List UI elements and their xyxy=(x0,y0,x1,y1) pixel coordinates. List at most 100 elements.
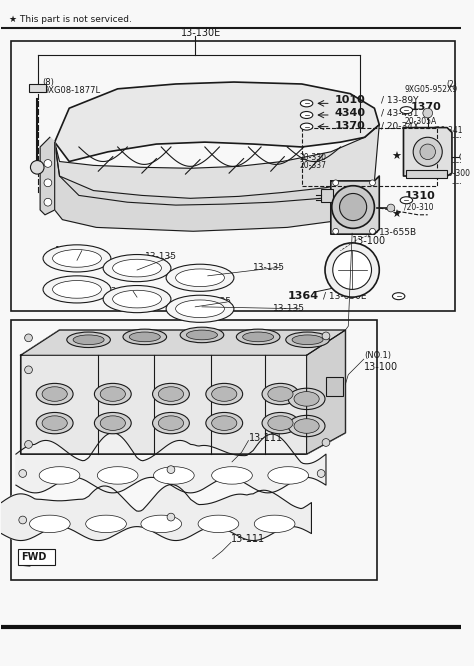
Ellipse shape xyxy=(206,412,243,434)
Text: 1370: 1370 xyxy=(410,103,441,113)
Ellipse shape xyxy=(166,264,234,291)
Ellipse shape xyxy=(400,107,412,114)
Ellipse shape xyxy=(206,384,243,405)
Ellipse shape xyxy=(53,250,101,267)
Ellipse shape xyxy=(73,335,104,344)
Text: 13-655B: 13-655B xyxy=(379,228,418,236)
Text: 13-135: 13-135 xyxy=(273,304,305,313)
Ellipse shape xyxy=(198,515,239,533)
Ellipse shape xyxy=(237,329,280,344)
Ellipse shape xyxy=(94,384,131,405)
Text: 20-300: 20-300 xyxy=(443,168,470,178)
Ellipse shape xyxy=(158,387,183,402)
Ellipse shape xyxy=(254,515,295,533)
Text: (NO.2): (NO.2) xyxy=(352,225,379,234)
Circle shape xyxy=(317,470,325,478)
Ellipse shape xyxy=(301,111,313,119)
FancyBboxPatch shape xyxy=(321,188,333,202)
Circle shape xyxy=(19,470,27,478)
Ellipse shape xyxy=(268,387,293,402)
Text: 1364: 1364 xyxy=(287,291,319,301)
Circle shape xyxy=(167,466,175,474)
Circle shape xyxy=(333,180,338,186)
Ellipse shape xyxy=(100,387,126,402)
Text: FWD: FWD xyxy=(21,552,46,562)
Ellipse shape xyxy=(42,416,67,430)
Polygon shape xyxy=(307,330,346,454)
Ellipse shape xyxy=(158,416,183,430)
Circle shape xyxy=(420,144,436,160)
Circle shape xyxy=(44,179,52,186)
Ellipse shape xyxy=(53,280,101,298)
Text: 13-111: 13-111 xyxy=(248,433,283,443)
Ellipse shape xyxy=(86,515,127,533)
Ellipse shape xyxy=(294,419,319,434)
Circle shape xyxy=(339,194,367,220)
Text: 1310: 1310 xyxy=(404,191,435,201)
Circle shape xyxy=(322,332,330,340)
Ellipse shape xyxy=(268,416,293,430)
Text: 20-330: 20-330 xyxy=(300,153,327,162)
Polygon shape xyxy=(1,485,311,541)
Polygon shape xyxy=(55,142,360,231)
Text: (NO.1): (NO.1) xyxy=(364,351,391,360)
Ellipse shape xyxy=(113,259,162,277)
Ellipse shape xyxy=(288,388,325,410)
Ellipse shape xyxy=(294,392,319,406)
Ellipse shape xyxy=(36,384,73,405)
Polygon shape xyxy=(40,137,55,215)
FancyBboxPatch shape xyxy=(18,549,55,565)
Circle shape xyxy=(30,161,44,174)
Text: 13-111: 13-111 xyxy=(231,534,265,544)
Text: /20-341: /20-341 xyxy=(433,125,462,134)
Ellipse shape xyxy=(286,332,329,348)
Circle shape xyxy=(332,186,374,228)
Ellipse shape xyxy=(36,412,73,434)
Ellipse shape xyxy=(243,332,273,342)
Ellipse shape xyxy=(175,300,224,318)
Text: 13-130E: 13-130E xyxy=(181,27,221,38)
Ellipse shape xyxy=(103,254,171,282)
Text: / 13-650E: / 13-650E xyxy=(323,292,366,300)
Text: ★ This part is not serviced.: ★ This part is not serviced. xyxy=(9,15,132,23)
Text: 13-135: 13-135 xyxy=(200,298,232,306)
Text: / 43-481: / 43-481 xyxy=(381,109,419,118)
Text: 13-135: 13-135 xyxy=(55,246,87,255)
Circle shape xyxy=(423,108,433,118)
Text: 1010: 1010 xyxy=(335,95,365,105)
Text: 13-100: 13-100 xyxy=(352,236,386,246)
Circle shape xyxy=(25,366,32,374)
Ellipse shape xyxy=(288,416,325,437)
Text: 20-305A: 20-305A xyxy=(404,117,437,127)
Ellipse shape xyxy=(180,327,224,343)
Ellipse shape xyxy=(292,335,323,344)
Text: ★: ★ xyxy=(392,152,401,162)
Circle shape xyxy=(413,137,442,166)
Bar xyxy=(11,320,377,580)
Bar xyxy=(28,84,46,92)
Polygon shape xyxy=(403,128,452,176)
Circle shape xyxy=(333,228,338,234)
Ellipse shape xyxy=(212,387,237,402)
Circle shape xyxy=(44,160,52,167)
Ellipse shape xyxy=(268,467,309,484)
Text: ★: ★ xyxy=(392,210,401,220)
Ellipse shape xyxy=(186,330,218,340)
Text: 1370: 1370 xyxy=(335,121,365,131)
Ellipse shape xyxy=(100,416,126,430)
Ellipse shape xyxy=(141,515,182,533)
Bar xyxy=(11,41,455,311)
Polygon shape xyxy=(55,82,379,161)
Ellipse shape xyxy=(212,467,252,484)
Ellipse shape xyxy=(67,332,110,348)
Circle shape xyxy=(322,439,330,446)
Circle shape xyxy=(167,513,175,521)
Ellipse shape xyxy=(39,467,80,484)
Circle shape xyxy=(370,228,375,234)
FancyBboxPatch shape xyxy=(406,170,447,178)
Ellipse shape xyxy=(301,100,313,107)
Circle shape xyxy=(325,243,379,297)
Text: 4340: 4340 xyxy=(335,108,366,118)
Polygon shape xyxy=(16,433,326,493)
Ellipse shape xyxy=(154,467,194,484)
